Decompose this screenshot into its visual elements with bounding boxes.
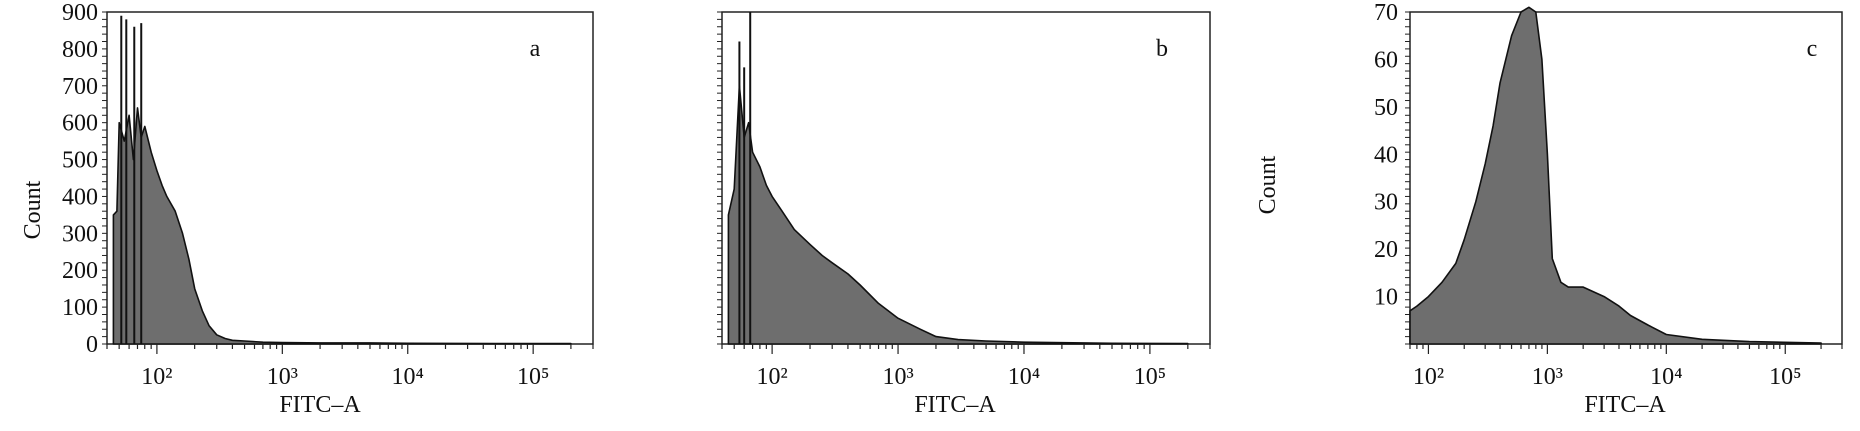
panel-label: b: [1156, 36, 1168, 62]
x-tick-labels: 10² 10³ 10⁴ 10⁵: [106, 344, 594, 390]
x-tick-label: 10⁵: [517, 364, 549, 390]
histogram-area: [1409, 6, 1822, 345]
x-axis-label: FITC–A: [279, 392, 361, 418]
x-tick-labels: 10² 10³ 10⁴ 10⁵: [721, 344, 1211, 390]
x-tick-label: 10²: [1413, 364, 1444, 390]
histogram-area: [727, 85, 1189, 345]
y-tick-labels: [717, 11, 722, 345]
y-tick-label: 700: [62, 74, 98, 100]
histogram-panel-b: 10² 10³ 10⁴ 10⁵ b FITC–A: [717, 11, 1211, 418]
x-tick-label: 10⁵: [1769, 364, 1801, 390]
x-tick-label: 10⁴: [392, 364, 424, 390]
y-tick-label: 60: [1374, 47, 1398, 73]
x-tick-label: 10³: [267, 364, 298, 390]
histogram-marks: [1409, 6, 1822, 345]
x-tick-label: 10³: [882, 364, 913, 390]
y-tick-label: 400: [62, 184, 98, 210]
y-tick-label: 40: [1374, 142, 1398, 168]
x-tick-label: 10³: [1532, 364, 1563, 390]
y-tick-label: 100: [62, 295, 98, 321]
y-tick-label: 900: [62, 0, 98, 26]
y-axis-label: Count: [20, 180, 46, 239]
x-tick-label: 10²: [757, 364, 788, 390]
panel-label: c: [1807, 36, 1818, 62]
y-axis-label: Count: [1255, 155, 1281, 214]
histogram-marks: [727, 12, 1189, 345]
y-tick-label: 300: [62, 221, 98, 247]
y-tick-label: 50: [1374, 95, 1398, 121]
x-axis-label: FITC–A: [914, 392, 996, 418]
x-tick-label: 10⁵: [1134, 364, 1166, 390]
y-tick-label: 70: [1374, 0, 1398, 26]
y-tick-label: 500: [62, 148, 98, 174]
y-tick-label: 800: [62, 37, 98, 63]
y-tick-label: 600: [62, 111, 98, 137]
panel-label: a: [530, 36, 541, 62]
y-tick-label: 200: [62, 258, 98, 284]
x-tick-label: 10²: [141, 364, 172, 390]
histogram-marks: [112, 15, 572, 345]
y-tick-label: 20: [1374, 237, 1398, 263]
x-tick-label: 10⁴: [1650, 364, 1682, 390]
histogram-panel-c: Count 10 20 30 40 50 60 70 10² 10³ 10⁴ 10⁵ c FITC…: [1255, 0, 1843, 418]
histogram-area: [112, 107, 572, 345]
y-tick-label: 0: [86, 332, 98, 358]
y-tick-label: 10: [1374, 285, 1398, 311]
y-tick-labels: 10 20 30 40 50 60 70: [1374, 0, 1410, 345]
y-tick-labels: 0 100 200 300 400 500 600 700 800 900: [62, 0, 107, 358]
x-tick-labels: 10² 10³ 10⁴ 10⁵: [1409, 344, 1843, 390]
x-axis-label: FITC–A: [1584, 392, 1666, 418]
x-tick-label: 10⁴: [1008, 364, 1040, 390]
y-tick-label: 30: [1374, 190, 1398, 216]
